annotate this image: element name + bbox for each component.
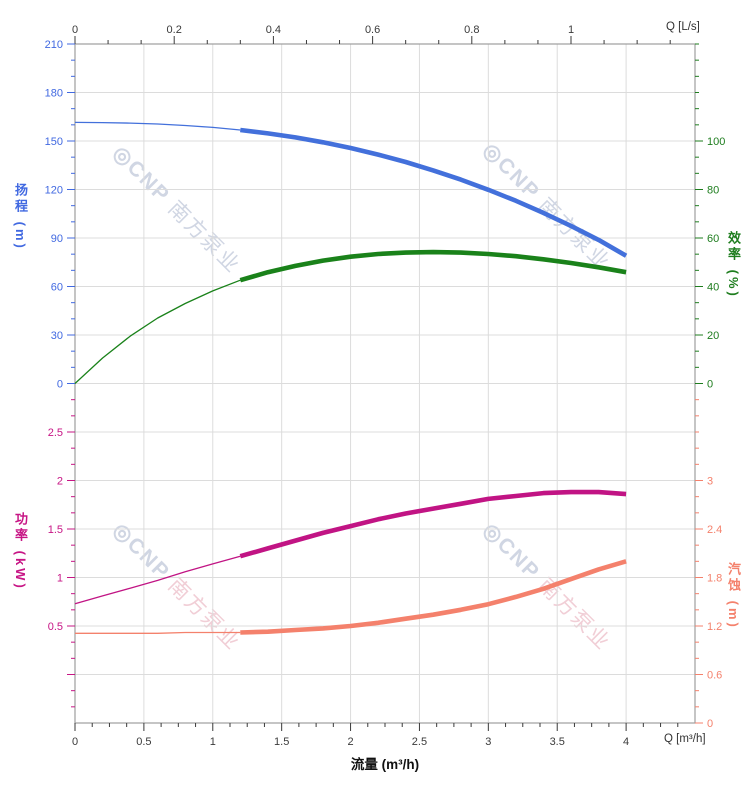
svg-text:2: 2 bbox=[57, 476, 63, 488]
svg-text:0: 0 bbox=[707, 379, 713, 391]
bottom-axis-unit-label: Q [m³/h] bbox=[664, 733, 706, 745]
svg-text:100: 100 bbox=[707, 136, 725, 148]
svg-text:3.5: 3.5 bbox=[550, 736, 565, 748]
svg-text:2.4: 2.4 bbox=[707, 524, 722, 536]
svg-text:0: 0 bbox=[72, 736, 78, 748]
efficiency-axis-title: 效率 (%) bbox=[726, 231, 741, 299]
svg-text:1: 1 bbox=[568, 24, 574, 36]
bottom-axis: 0 0.5 1 1.5 2 2.5 3 3.5 4 bbox=[72, 723, 679, 748]
svg-text:2.5: 2.5 bbox=[412, 736, 427, 748]
svg-text:0.6: 0.6 bbox=[707, 670, 722, 682]
svg-text:0: 0 bbox=[72, 24, 78, 36]
svg-text:120: 120 bbox=[45, 185, 63, 197]
top-axis: 0 0.2 0.4 0.6 0.8 1 bbox=[72, 24, 671, 44]
svg-text:1: 1 bbox=[57, 573, 63, 585]
svg-text:60: 60 bbox=[707, 233, 719, 245]
svg-text:3: 3 bbox=[485, 736, 491, 748]
svg-text:3: 3 bbox=[707, 476, 713, 488]
gridlines bbox=[75, 44, 695, 723]
flow-axis-title: 流量 (m³/h) bbox=[350, 757, 420, 772]
svg-text:0.4: 0.4 bbox=[266, 24, 281, 36]
svg-text:1.8: 1.8 bbox=[707, 573, 722, 585]
svg-text:1: 1 bbox=[210, 736, 216, 748]
svg-text:30: 30 bbox=[51, 330, 63, 342]
left-axis: 210 180 150 120 90 60 30 0 2.5 2 1.5 1 0.5 bbox=[45, 39, 75, 708]
svg-text:0.8: 0.8 bbox=[464, 24, 479, 36]
svg-text:0.6: 0.6 bbox=[365, 24, 380, 36]
top-axis-unit-label: Q [L/s] bbox=[666, 21, 700, 33]
svg-text:20: 20 bbox=[707, 330, 719, 342]
svg-text:0: 0 bbox=[707, 718, 713, 730]
curves bbox=[74, 121, 628, 635]
npsh-axis-title: 汽蚀 (m) bbox=[726, 562, 741, 630]
right-axis: 100 80 60 40 20 0 3 2.4 1.8 1.2 0.6 0 bbox=[695, 43, 725, 730]
svg-text:1.2: 1.2 bbox=[707, 621, 722, 633]
svg-text:90: 90 bbox=[51, 233, 63, 245]
power-axis-title: 功率 (kW) bbox=[13, 512, 28, 591]
svg-text:4: 4 bbox=[623, 736, 629, 748]
svg-text:150: 150 bbox=[45, 136, 63, 148]
svg-text:80: 80 bbox=[707, 185, 719, 197]
svg-text:2: 2 bbox=[347, 736, 353, 748]
svg-text:60: 60 bbox=[51, 282, 63, 294]
svg-text:1.5: 1.5 bbox=[274, 736, 289, 748]
svg-text:0.5: 0.5 bbox=[48, 621, 63, 633]
svg-text:210: 210 bbox=[45, 39, 63, 51]
svg-text:0.5: 0.5 bbox=[136, 736, 151, 748]
svg-text:0: 0 bbox=[57, 379, 63, 391]
svg-text:0.2: 0.2 bbox=[167, 24, 182, 36]
svg-text:2.5: 2.5 bbox=[48, 427, 63, 439]
svg-text:40: 40 bbox=[707, 282, 719, 294]
svg-text:1.5: 1.5 bbox=[48, 524, 63, 536]
head-axis-title: 扬程 (m) bbox=[13, 183, 28, 251]
svg-text:180: 180 bbox=[45, 88, 63, 100]
